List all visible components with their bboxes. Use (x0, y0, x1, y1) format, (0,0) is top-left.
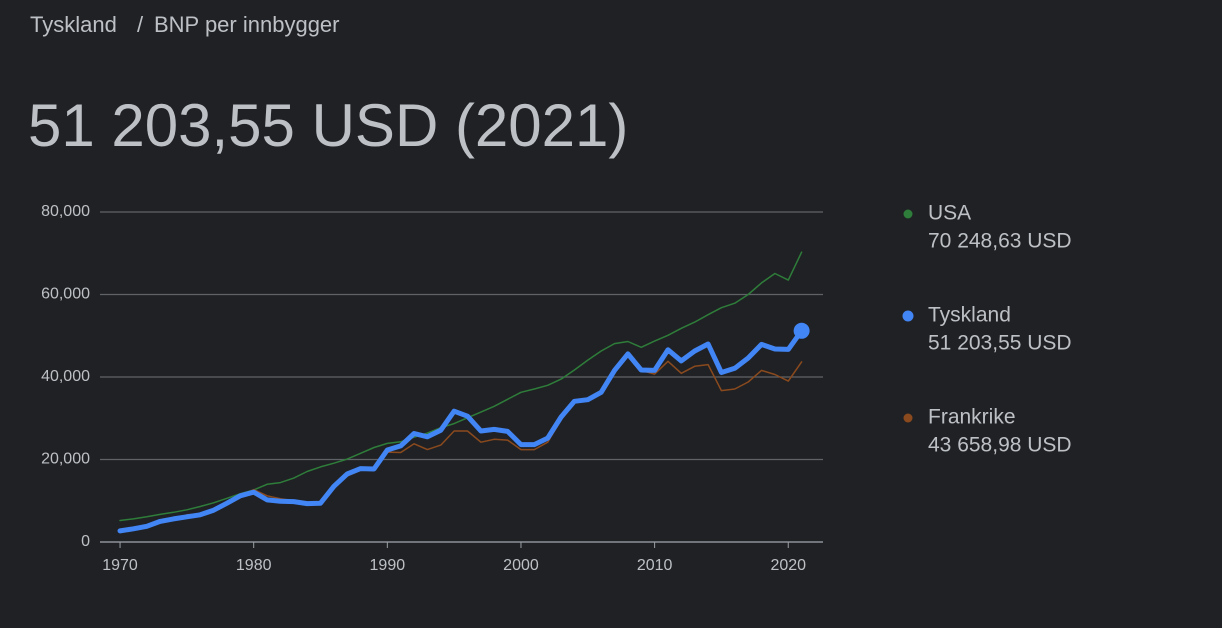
legend-dot[interactable] (903, 209, 913, 219)
legend-name[interactable]: Tyskland (928, 304, 1011, 327)
series-line (117, 328, 805, 534)
series-line (119, 251, 803, 522)
legend-value: 51 203,55 USD (928, 332, 1072, 355)
legend-dot[interactable] (903, 413, 913, 423)
breadcrumb-separator: / (137, 12, 144, 37)
legend-name[interactable]: USA (928, 202, 971, 225)
x-tick-label: 1990 (370, 557, 406, 574)
y-tick-label: 40,000 (41, 368, 90, 385)
y-tick-label: 80,000 (41, 203, 90, 220)
breadcrumb-current: BNP per innbygger (154, 12, 340, 37)
legend-value: 70 248,63 USD (928, 230, 1072, 253)
x-tick-label: 2010 (637, 557, 673, 574)
x-tick-label: 1980 (236, 557, 272, 574)
breadcrumb-link[interactable]: Tyskland (30, 12, 117, 37)
end-point (793, 322, 810, 339)
legend-dot[interactable] (902, 310, 914, 322)
headline: 51 203,55 USD (2021) (28, 92, 628, 159)
x-tick-label: 2020 (770, 557, 806, 574)
x-tick-label: 2000 (503, 557, 539, 574)
y-tick-label: 0 (81, 533, 90, 550)
y-tick-label: 20,000 (41, 451, 90, 468)
legend-value: 43 658,98 USD (928, 434, 1072, 457)
y-tick-label: 60,000 (41, 286, 90, 303)
x-tick-label: 1970 (102, 557, 138, 574)
legend-name[interactable]: Frankrike (928, 406, 1016, 429)
